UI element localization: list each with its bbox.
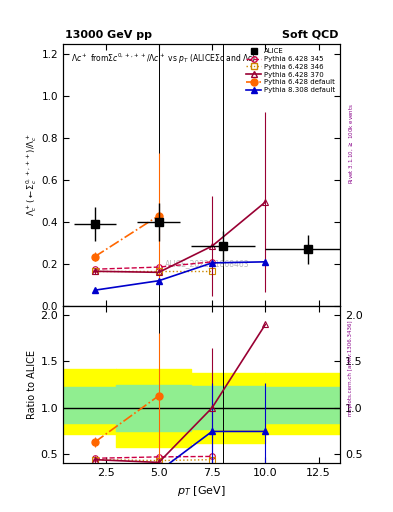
Text: ALICE_2022_I1868463: ALICE_2022_I1868463	[165, 260, 249, 268]
Text: mcplots.cern.ch [arXiv:1306.3436]: mcplots.cern.ch [arXiv:1306.3436]	[348, 321, 353, 416]
Text: 13000 GeV pp: 13000 GeV pp	[65, 30, 152, 40]
Text: $\Lambda c^+$ from$\Sigma c^{0,+,++}/\Lambda c^+$ vs $p_T$ (ALICE$\Sigma$c and $: $\Lambda c^+$ from$\Sigma c^{0,+,++}/\La…	[71, 51, 256, 66]
X-axis label: $p_T$ [GeV]: $p_T$ [GeV]	[177, 484, 226, 498]
Legend: ALICE, Pythia 6.428 345, Pythia 6.428 346, Pythia 6.428 370, Pythia 6.428 defaul: ALICE, Pythia 6.428 345, Pythia 6.428 34…	[244, 47, 336, 94]
Y-axis label: $\Lambda_c^+(\leftarrow\Sigma_c^{0,+,++})/\Lambda_c^+$: $\Lambda_c^+(\leftarrow\Sigma_c^{0,+,++}…	[24, 133, 39, 217]
Text: Rivet 3.1.10, $\geq$ 100k events: Rivet 3.1.10, $\geq$ 100k events	[348, 103, 355, 184]
Y-axis label: Ratio to ALICE: Ratio to ALICE	[28, 350, 37, 419]
Text: Soft QCD: Soft QCD	[282, 30, 339, 40]
